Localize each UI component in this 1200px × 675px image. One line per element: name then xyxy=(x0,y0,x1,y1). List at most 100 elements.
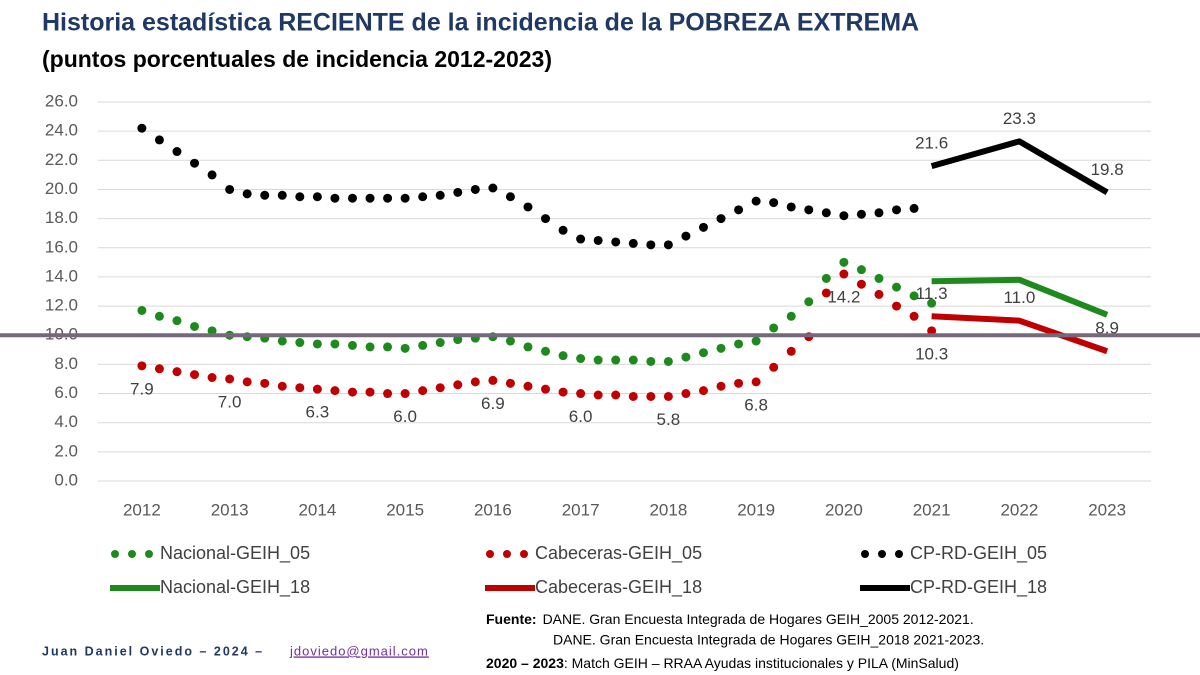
legend-label: Cabeceras-GEIH_18 xyxy=(535,577,702,598)
data-point xyxy=(470,184,480,194)
data-point xyxy=(804,297,814,307)
data-point xyxy=(242,189,252,199)
data-point xyxy=(295,192,305,202)
data-point xyxy=(347,387,357,397)
data-point xyxy=(277,381,287,391)
data-point xyxy=(874,289,884,299)
data-point xyxy=(804,205,814,215)
data-point xyxy=(137,305,147,315)
data-point xyxy=(523,342,533,352)
source-text: DANE. Gran Encuesta Integrada de Hogares… xyxy=(543,611,974,627)
data-point xyxy=(716,343,726,353)
author: Juan Daniel Oviedo – 2024 – xyxy=(42,644,264,658)
data-point xyxy=(225,184,235,194)
data-point xyxy=(821,208,831,218)
data-point xyxy=(312,384,322,394)
data-point xyxy=(839,257,849,267)
y-tick-label: 22.0 xyxy=(45,150,78,169)
note-label: 2020 – 2023 xyxy=(486,655,564,671)
data-point xyxy=(821,273,831,283)
data-point xyxy=(488,183,498,193)
data-point xyxy=(365,342,375,352)
x-tick-label: 2020 xyxy=(825,500,863,519)
data-point xyxy=(769,323,779,333)
data-label: 6.9 xyxy=(481,394,505,413)
data-point xyxy=(541,214,551,224)
data-label: 6.3 xyxy=(306,403,330,422)
data-point xyxy=(734,339,744,349)
data-point xyxy=(470,377,480,387)
data-point xyxy=(786,202,796,212)
data-point xyxy=(383,389,393,399)
email-link[interactable]: jdoviedo@gmail.com xyxy=(289,643,429,658)
data-point xyxy=(663,240,673,250)
data-point xyxy=(698,222,708,232)
x-tick-label: 2016 xyxy=(474,500,512,519)
note-line: 2020 – 2023: Match GEIH – RRAA Ayudas in… xyxy=(486,655,959,671)
legend-label: Nacional-GEIH_18 xyxy=(160,577,310,598)
source-label: Fuente: xyxy=(486,611,537,627)
data-point xyxy=(347,340,357,350)
data-point xyxy=(330,339,340,349)
data-point xyxy=(312,192,322,202)
legend-label: Cabeceras-GEIH_05 xyxy=(535,543,702,564)
y-tick-label: 2.0 xyxy=(54,441,78,460)
data-point xyxy=(505,336,515,346)
data-label: 6.0 xyxy=(569,407,593,426)
legend-marker xyxy=(878,550,886,558)
data-point xyxy=(435,338,445,348)
data-point xyxy=(453,335,463,345)
data-point xyxy=(190,370,200,380)
data-point xyxy=(874,208,884,218)
data-point xyxy=(541,346,551,356)
data-point xyxy=(207,326,217,336)
data-point xyxy=(260,378,270,388)
data-point xyxy=(558,351,568,361)
chart-title: Historia estadística RECIENTE de la inci… xyxy=(42,9,919,37)
data-point xyxy=(663,391,673,401)
data-point xyxy=(856,279,866,289)
series-line xyxy=(931,313,1109,355)
data-point xyxy=(927,326,937,336)
y-tick-label: 6.0 xyxy=(54,383,78,402)
data-point xyxy=(628,238,638,248)
data-point xyxy=(558,387,568,397)
data-point xyxy=(628,391,638,401)
x-tick-label: 2021 xyxy=(913,500,951,519)
data-point xyxy=(892,205,902,215)
data-point xyxy=(576,389,586,399)
data-point xyxy=(856,209,866,219)
data-point xyxy=(172,316,182,326)
data-label: 23.3 xyxy=(1003,109,1036,128)
data-point xyxy=(892,301,902,311)
data-point xyxy=(681,231,691,241)
data-point xyxy=(523,202,533,212)
data-point xyxy=(295,338,305,348)
data-point xyxy=(593,390,603,400)
data-point xyxy=(505,378,515,388)
data-point xyxy=(751,336,761,346)
data-point xyxy=(172,147,182,157)
x-tick-label: 2012 xyxy=(123,500,161,519)
data-point xyxy=(453,380,463,390)
data-point xyxy=(383,342,393,352)
y-tick-label: 12.0 xyxy=(45,296,78,315)
data-point xyxy=(242,377,252,387)
legend-label: CP-RD-GEIH_18 xyxy=(910,577,1047,598)
data-point xyxy=(137,123,147,133)
data-point xyxy=(207,373,217,383)
data-point xyxy=(681,352,691,362)
data-point xyxy=(716,214,726,224)
legend-marker xyxy=(111,550,119,558)
data-point xyxy=(365,387,375,397)
legend-marker xyxy=(503,550,511,558)
data-point xyxy=(190,158,200,168)
data-point xyxy=(839,269,849,279)
data-point xyxy=(769,362,779,372)
data-point xyxy=(611,237,621,247)
data-point xyxy=(347,193,357,203)
data-point xyxy=(786,311,796,321)
data-point xyxy=(225,374,235,384)
x-tick-label: 2022 xyxy=(1000,500,1038,519)
data-point xyxy=(576,354,586,364)
